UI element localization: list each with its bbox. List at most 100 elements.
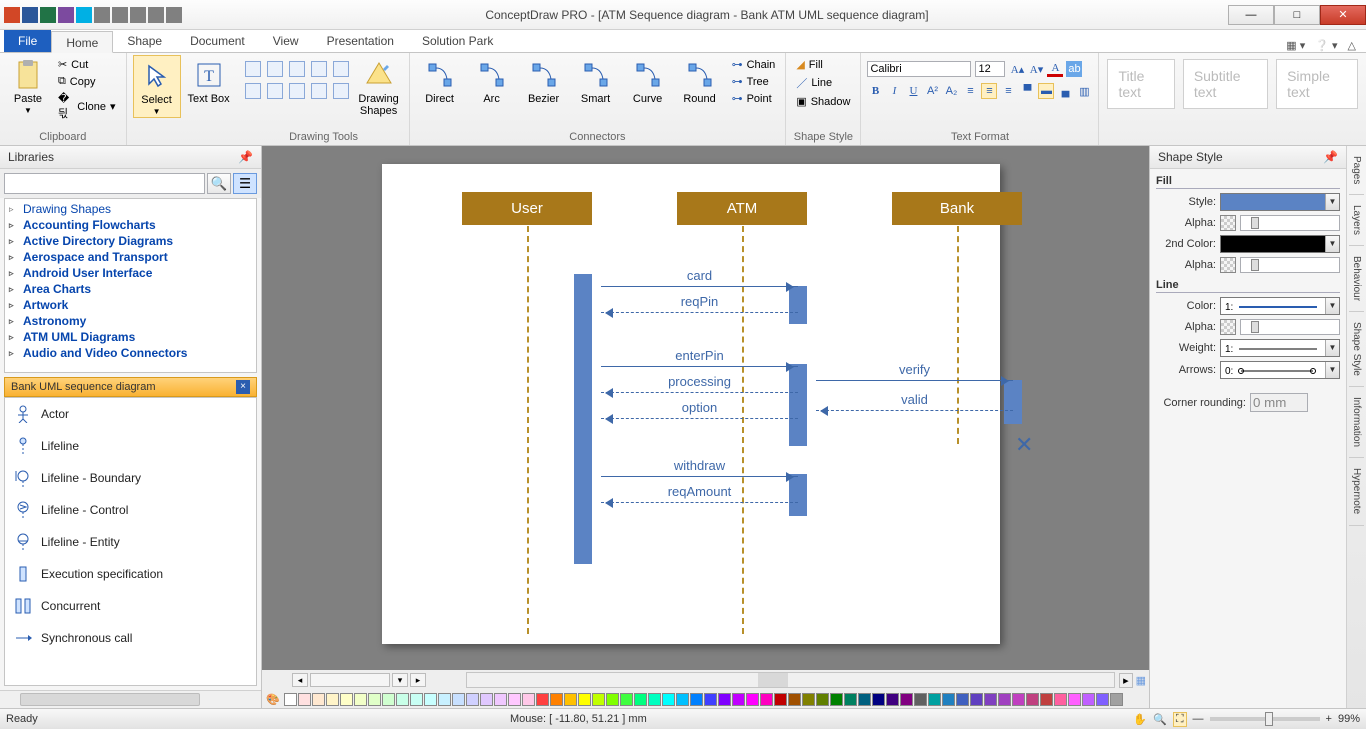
hand-tool-icon[interactable]: ✋ bbox=[1133, 713, 1147, 726]
color-swatch[interactable] bbox=[620, 693, 633, 706]
message-line[interactable] bbox=[601, 418, 798, 419]
side-tab-shape-style[interactable]: Shape Style bbox=[1349, 312, 1364, 387]
align-middle-button[interactable]: ▬ bbox=[1038, 83, 1054, 99]
help-icon[interactable]: ❔ ▾ bbox=[1315, 39, 1337, 52]
point-connector-button[interactable]: ⊶Point bbox=[728, 91, 780, 106]
color-swatch[interactable] bbox=[900, 693, 913, 706]
color-swatch[interactable] bbox=[970, 693, 983, 706]
font-size-input[interactable] bbox=[975, 61, 1005, 77]
page-prev-button[interactable]: ◂ bbox=[292, 673, 308, 687]
color-swatch[interactable] bbox=[480, 693, 493, 706]
side-tab-information[interactable]: Information bbox=[1349, 387, 1364, 458]
color-swatch[interactable] bbox=[914, 693, 927, 706]
side-tab-layers[interactable]: Layers bbox=[1349, 195, 1364, 246]
color-swatch[interactable] bbox=[816, 693, 829, 706]
fill-style-swatch[interactable]: ▼ bbox=[1220, 193, 1340, 211]
color-swatch[interactable] bbox=[1110, 693, 1123, 706]
color-swatch[interactable] bbox=[382, 693, 395, 706]
color-swatch[interactable] bbox=[1096, 693, 1109, 706]
shape-item[interactable]: Lifeline bbox=[5, 430, 256, 462]
qat-button-6[interactable] bbox=[112, 7, 128, 23]
library-search-button[interactable]: 🔍 bbox=[207, 173, 231, 194]
message-line[interactable] bbox=[601, 366, 798, 367]
align-top-button[interactable]: ▀ bbox=[1019, 83, 1035, 99]
color-swatch[interactable] bbox=[508, 693, 521, 706]
color-swatch[interactable] bbox=[326, 693, 339, 706]
placeholder-subtitle-text[interactable]: Subtitle text bbox=[1183, 59, 1268, 109]
line-arrows-select[interactable]: 0:▼ bbox=[1220, 361, 1340, 379]
font-color-icon[interactable]: A bbox=[1047, 61, 1063, 77]
tab-solution-park[interactable]: Solution Park bbox=[408, 30, 507, 52]
color-swatch[interactable] bbox=[1040, 693, 1053, 706]
font-shrink-icon[interactable]: A▾ bbox=[1028, 61, 1044, 77]
message-line[interactable] bbox=[601, 476, 798, 477]
color-swatch[interactable] bbox=[298, 693, 311, 706]
chain-connector-button[interactable]: ⊶Chain bbox=[728, 57, 780, 72]
close-button[interactable]: ✕ bbox=[1320, 5, 1366, 25]
italic-button[interactable]: I bbox=[886, 83, 902, 99]
color-swatch[interactable] bbox=[690, 693, 703, 706]
color-swatch[interactable] bbox=[872, 693, 885, 706]
tab-document[interactable]: Document bbox=[176, 30, 259, 52]
zoom-in-button[interactable]: + bbox=[1326, 713, 1332, 725]
copy-button[interactable]: ⧉Copy bbox=[54, 74, 120, 89]
superscript-button[interactable]: A² bbox=[924, 83, 940, 99]
color-swatch[interactable] bbox=[802, 693, 815, 706]
palette-picker-icon[interactable]: 🎨 bbox=[266, 693, 280, 706]
color-swatch[interactable] bbox=[886, 693, 899, 706]
qat-button-0[interactable] bbox=[4, 7, 20, 23]
clone-button[interactable]: �듻Clone ▾ bbox=[54, 91, 120, 122]
file-tab[interactable]: File bbox=[4, 30, 51, 52]
line-button[interactable]: ／Line bbox=[792, 74, 854, 92]
color-swatch[interactable] bbox=[774, 693, 787, 706]
qat-button-3[interactable] bbox=[58, 7, 74, 23]
qat-button-8[interactable] bbox=[148, 7, 164, 23]
shape-style-pin-icon[interactable]: 📌 bbox=[1323, 150, 1338, 164]
shape-item[interactable]: Execution specification bbox=[5, 558, 256, 590]
execution-bar[interactable] bbox=[574, 274, 592, 564]
library-section-close-icon[interactable]: × bbox=[236, 380, 250, 394]
color-swatch[interactable] bbox=[340, 693, 353, 706]
qat-button-4[interactable] bbox=[76, 7, 92, 23]
lifeline-head[interactable]: User bbox=[462, 192, 592, 225]
page-last-button[interactable]: ▸ bbox=[410, 673, 426, 687]
color-swatch[interactable] bbox=[550, 693, 563, 706]
lib-tree-item[interactable]: ATM UML Diagrams bbox=[9, 329, 252, 345]
shape-item[interactable]: Lifeline - Entity bbox=[5, 526, 256, 558]
lifeline-head[interactable]: Bank bbox=[892, 192, 1022, 225]
columns-button[interactable]: ▥ bbox=[1076, 83, 1092, 99]
lib-tree-item[interactable]: Accounting Flowcharts bbox=[9, 217, 252, 233]
scroll-right-button[interactable]: ▸ bbox=[1119, 673, 1133, 688]
underline-button[interactable]: U bbox=[905, 83, 921, 99]
library-search-input[interactable] bbox=[4, 173, 205, 194]
lib-tree-item[interactable]: Area Charts bbox=[9, 281, 252, 297]
color-swatch[interactable] bbox=[1082, 693, 1095, 706]
color-swatch[interactable] bbox=[662, 693, 675, 706]
line-alpha-slider[interactable] bbox=[1240, 319, 1340, 335]
message-line[interactable] bbox=[601, 286, 798, 287]
color-swatch[interactable] bbox=[606, 693, 619, 706]
corner-rounding-input[interactable] bbox=[1250, 393, 1308, 412]
minimize-button[interactable]: — bbox=[1228, 5, 1274, 25]
cut-button[interactable]: ✂Cut bbox=[54, 57, 120, 72]
tab-home[interactable]: Home bbox=[51, 31, 113, 53]
page-next-button[interactable] bbox=[310, 673, 390, 687]
color-swatch[interactable] bbox=[998, 693, 1011, 706]
color-swatch[interactable] bbox=[354, 693, 367, 706]
direct-connector-button[interactable]: Direct bbox=[416, 55, 464, 105]
qat-button-7[interactable] bbox=[130, 7, 146, 23]
color-swatch[interactable] bbox=[830, 693, 843, 706]
lib-tree-item[interactable]: Drawing Shapes bbox=[9, 201, 252, 217]
color-swatch[interactable] bbox=[858, 693, 871, 706]
smart-connector-button[interactable]: Smart bbox=[572, 55, 620, 105]
shape-item[interactable]: Lifeline - Control bbox=[5, 494, 256, 526]
align-bottom-button[interactable]: ▄ bbox=[1057, 83, 1073, 99]
lib-tree-item[interactable]: Active Directory Diagrams bbox=[9, 233, 252, 249]
addins-icon[interactable]: ▦ ▾ bbox=[1286, 39, 1305, 52]
zoom-out-button[interactable]: — bbox=[1193, 713, 1204, 725]
qat-button-1[interactable] bbox=[22, 7, 38, 23]
color-swatch[interactable] bbox=[396, 693, 409, 706]
second-alpha-slider[interactable] bbox=[1240, 257, 1340, 273]
color-swatch[interactable] bbox=[466, 693, 479, 706]
line-weight-select[interactable]: 1:▼ bbox=[1220, 339, 1340, 357]
